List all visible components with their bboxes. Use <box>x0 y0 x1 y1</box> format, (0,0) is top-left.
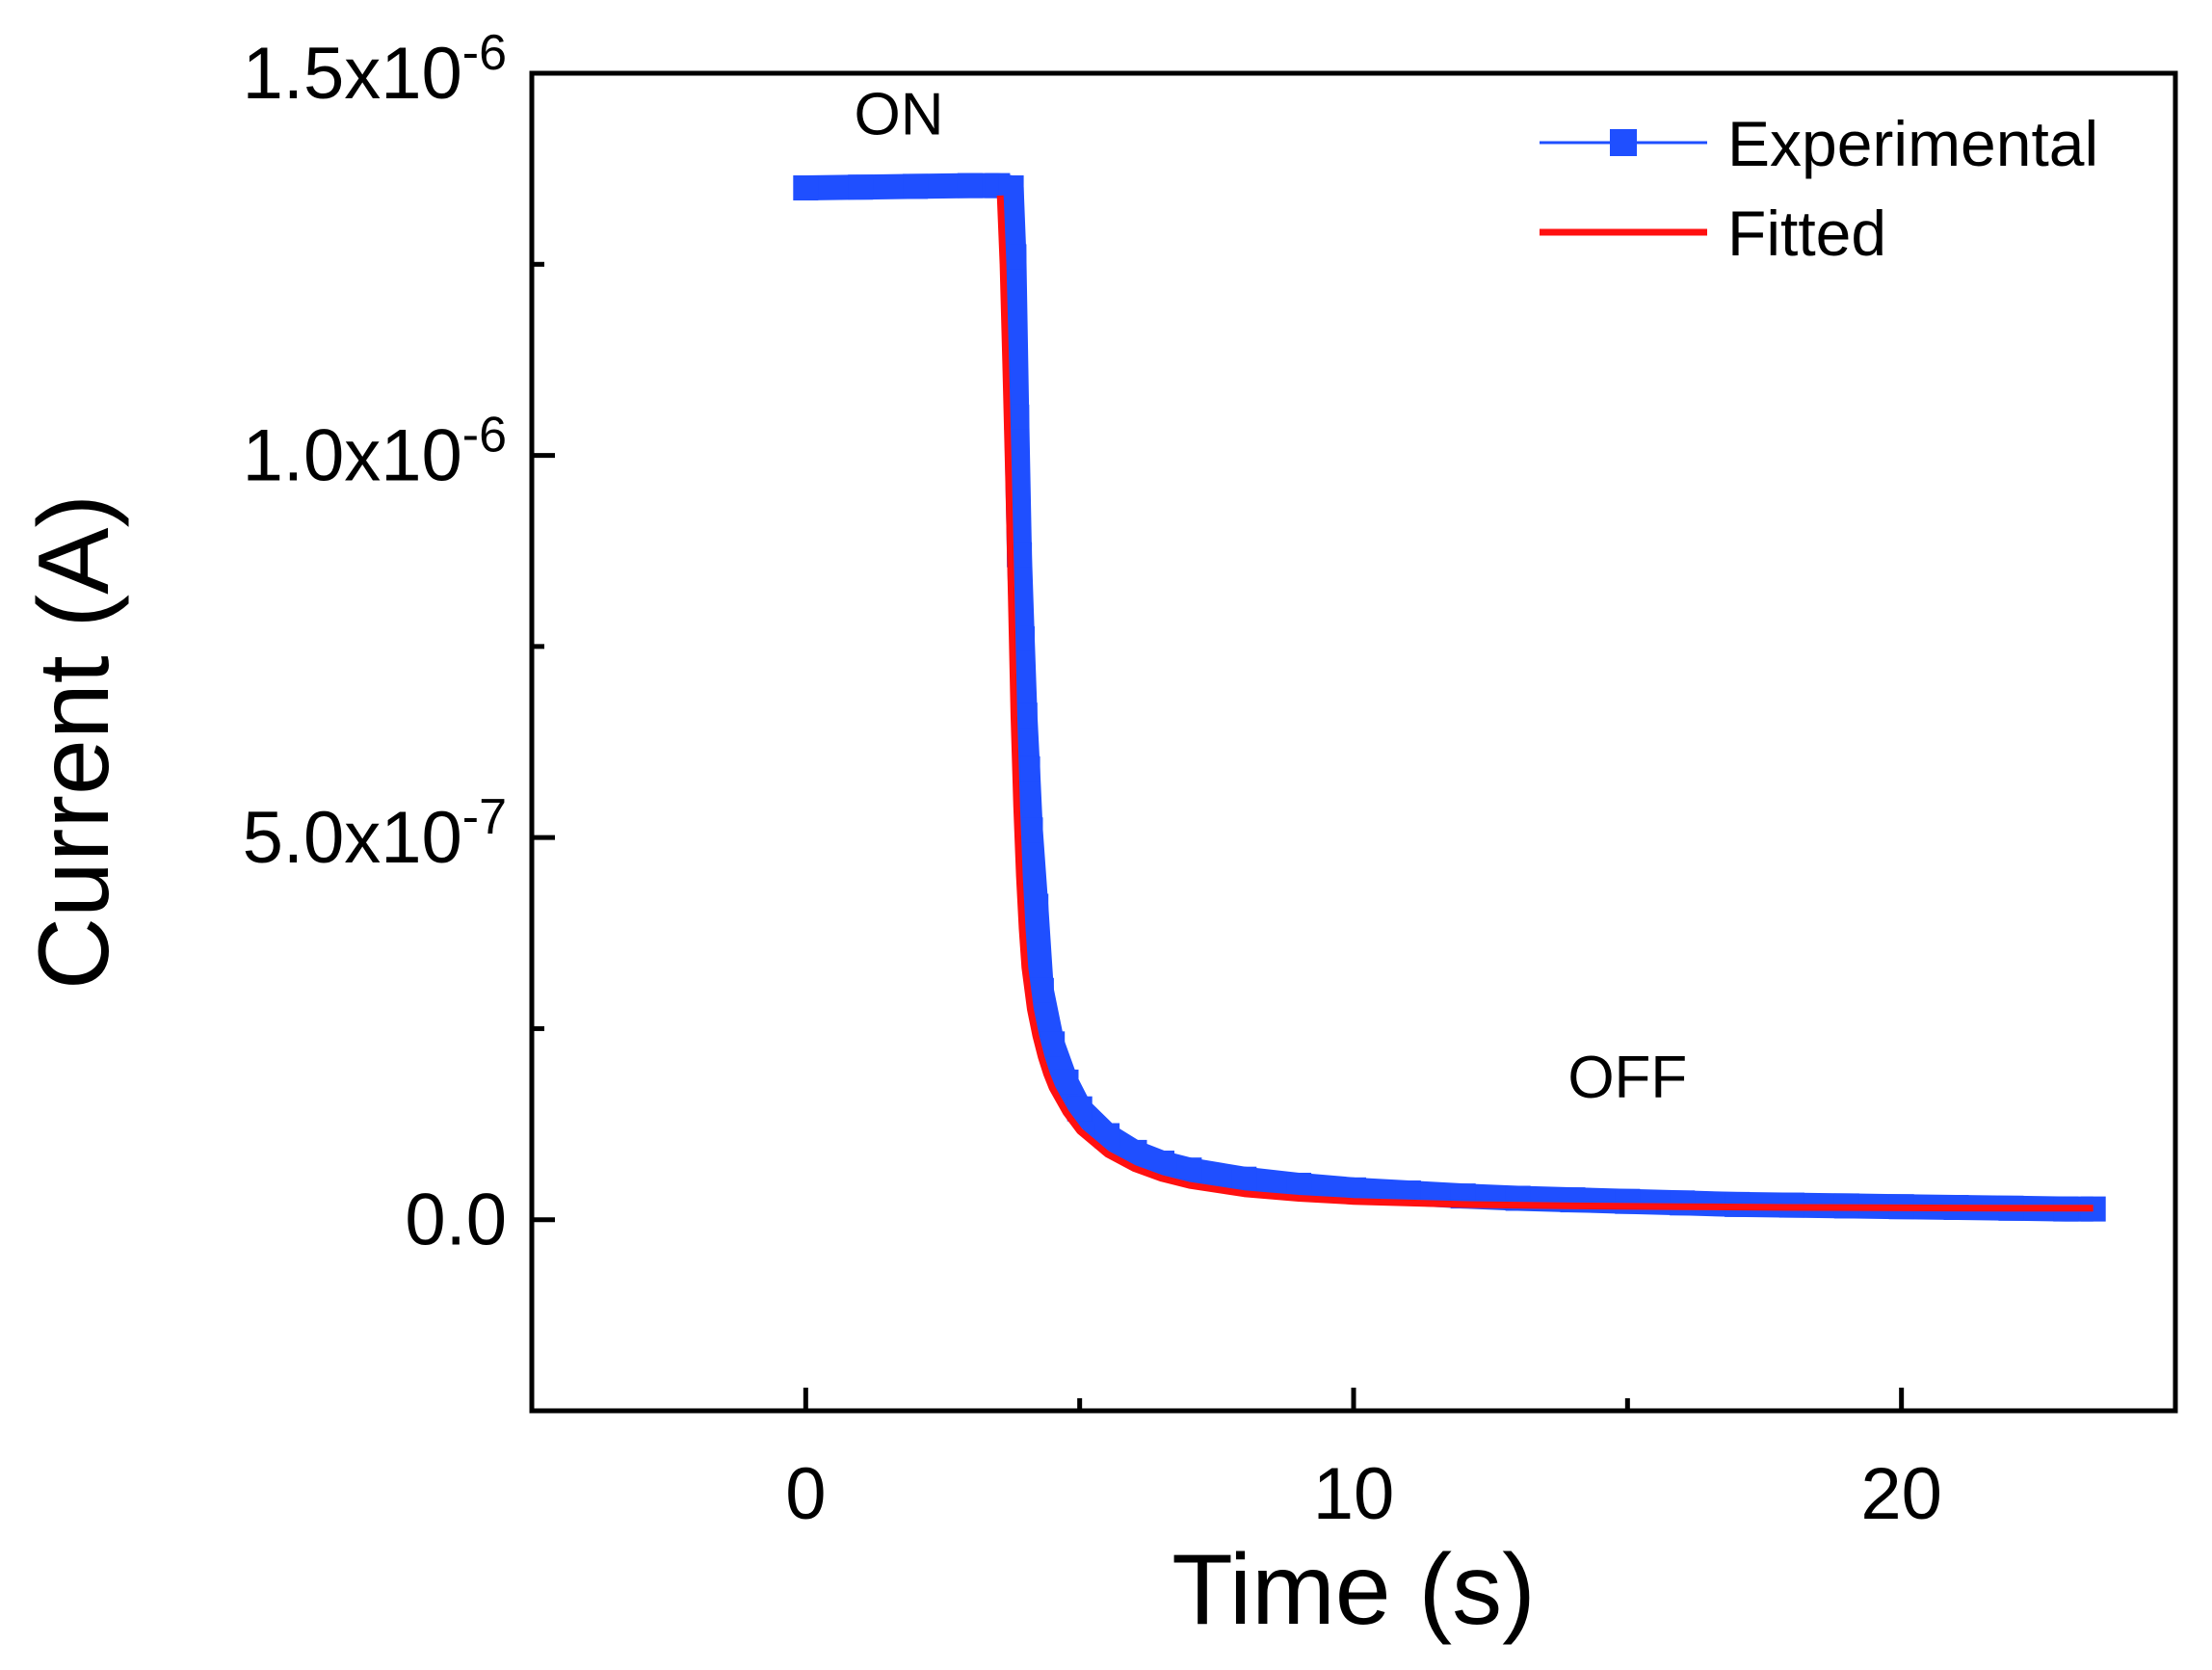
legend-experimental-label: Experimental <box>1727 108 2098 179</box>
experimental-point <box>1017 817 1043 843</box>
experimental-point <box>1149 1151 1174 1176</box>
experimental-point <box>903 173 929 199</box>
annotation-off: OFF <box>1567 1045 1687 1111</box>
x-tick-label-1: 10 <box>1313 1453 1395 1535</box>
experimental-point <box>1053 1069 1079 1095</box>
legend-entry-fitted: Fitted <box>1540 198 1886 269</box>
experimental-point <box>1670 1190 1696 1216</box>
experimental-point <box>848 174 874 200</box>
axis-layer: 0 10 20 1.5x10-6 1.0x10-6 5.0x10-7 0.0 <box>243 25 1942 1535</box>
legend-experimental-marker <box>1610 129 1637 156</box>
annotation-on: ON <box>855 81 944 147</box>
x-axis-title: Time (s) <box>1172 1534 1535 1646</box>
legend-fitted-label: Fitted <box>1727 198 1886 269</box>
series-fitted <box>996 195 2094 1212</box>
y-tick-label-2: 5.0x10-7 <box>243 789 507 879</box>
y-tick-label-0: 1.5x10-6 <box>243 25 507 115</box>
experimental-point <box>1023 893 1049 919</box>
legend: Experimental Fitted <box>1540 108 2098 269</box>
experimental-point <box>793 175 819 200</box>
experimental-point <box>1176 1157 1202 1183</box>
experimental-point <box>1028 977 1054 1003</box>
y-axis-title: Current (A) <box>18 494 130 990</box>
legend-entry-experimental: Experimental <box>1540 108 2098 179</box>
experimental-point <box>1231 1166 1257 1192</box>
x-tick-label-2: 20 <box>1860 1453 1942 1535</box>
x-tick-label-0: 0 <box>785 1453 826 1535</box>
experimental-point <box>1286 1173 1312 1198</box>
experimental-point <box>1040 1031 1066 1057</box>
series-layer <box>793 172 2106 1222</box>
fitted-line <box>996 195 2094 1212</box>
experimental-point <box>1014 755 1040 782</box>
annotation-layer: ON OFF <box>855 81 1688 1110</box>
experimental-point <box>957 172 983 199</box>
y-tick-label-1: 1.0x10-6 <box>243 408 507 497</box>
experimental-point <box>1615 1188 1641 1214</box>
y-tick-label-3: 0.0 <box>405 1180 507 1261</box>
